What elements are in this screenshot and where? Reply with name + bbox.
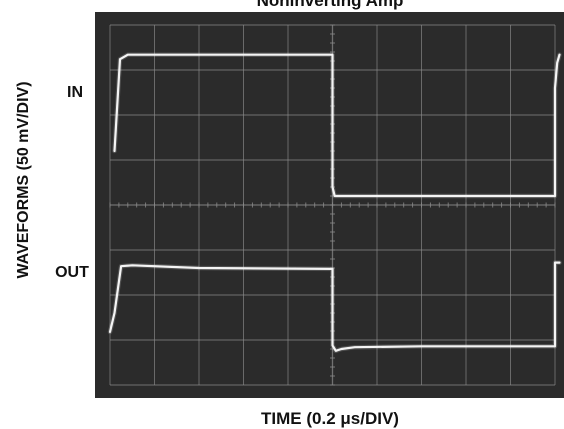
x-axis-label: TIME (0.2 μs/DIV) — [261, 409, 399, 428]
series-label-in: IN — [67, 84, 83, 101]
trace-in — [113, 53, 561, 198]
y-axis-label: WAVEFORMS (50 mV/DIV) — [15, 81, 32, 278]
series-label-out: OUT — [55, 264, 89, 281]
trace-out — [108, 261, 561, 352]
waveform-traces — [107, 52, 562, 354]
chart-title: Noninverting Amp — [257, 0, 404, 10]
